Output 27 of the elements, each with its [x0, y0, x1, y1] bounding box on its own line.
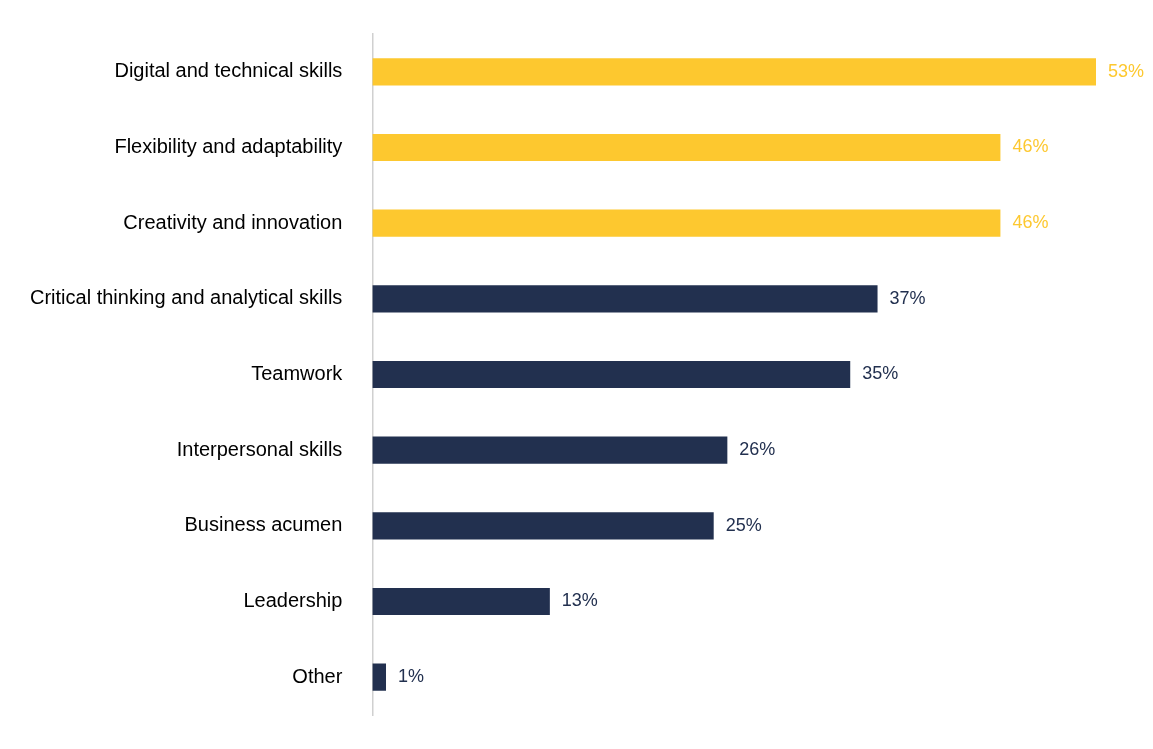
bar: [372, 209, 1001, 237]
y-tick-label: Creativity and innovation: [123, 210, 343, 233]
bar: [372, 587, 550, 616]
data-label: 26%: [739, 439, 776, 460]
y-tick-label: Critical thinking and analytical skills: [29, 286, 343, 309]
y-tick-label: Teamwork: [251, 362, 344, 385]
bar: [372, 360, 851, 389]
data-label: 37%: [889, 287, 926, 308]
data-label: 46%: [1012, 212, 1049, 233]
bar: [372, 285, 878, 313]
data-label: 53%: [1108, 60, 1145, 81]
data-label: 1%: [398, 666, 425, 687]
y-tick-label: Business acumen: [184, 513, 343, 536]
bar: [372, 663, 387, 691]
y-tick-label: Digital and technical skills: [114, 59, 343, 82]
data-label: 25%: [725, 514, 762, 535]
y-tick-label: Other: [292, 664, 343, 687]
y-tick-label: Leadership: [243, 589, 343, 612]
data-label: 46%: [1012, 136, 1049, 157]
data-label: 35%: [862, 363, 899, 384]
y-tick-label: Interpersonal skills: [176, 437, 343, 460]
data-label: 13%: [561, 590, 598, 611]
bar: [372, 58, 1096, 86]
bar: [372, 512, 714, 540]
bar: [372, 133, 1001, 162]
y-tick-label: Flexibility and adaptability: [114, 135, 343, 158]
bar: [372, 436, 728, 464]
